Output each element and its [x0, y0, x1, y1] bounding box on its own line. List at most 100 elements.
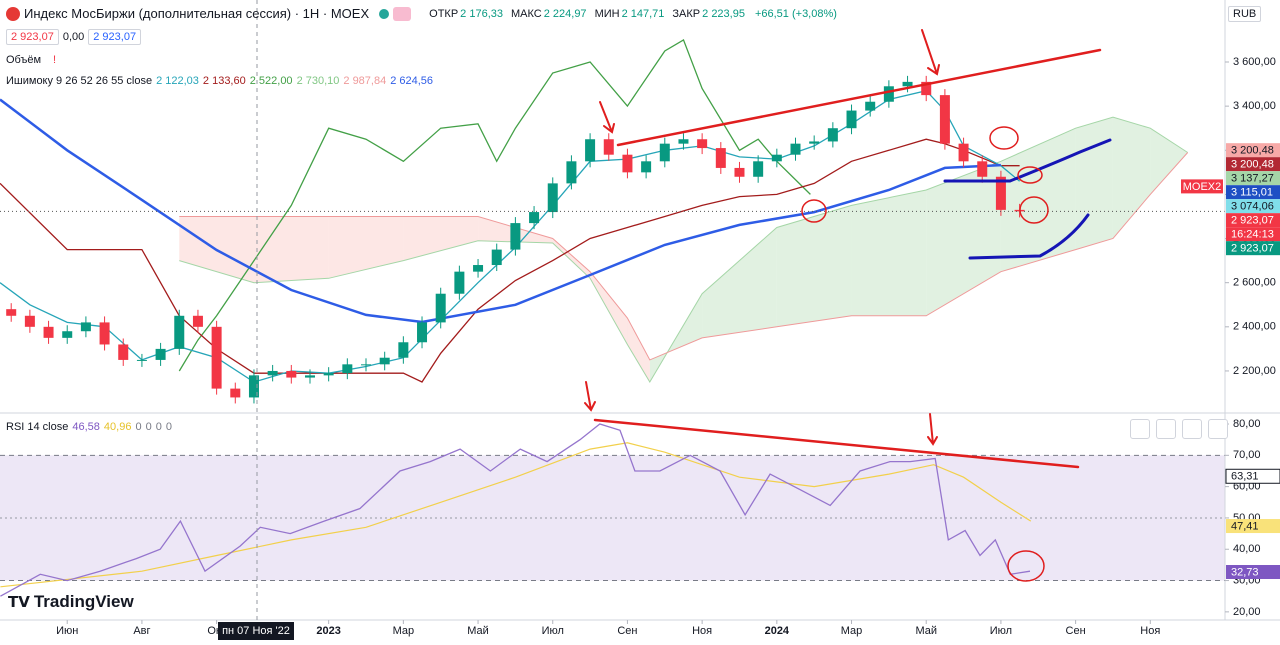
x-tick-label: Сен: [617, 625, 637, 637]
candle-body: [304, 375, 315, 378]
candle-body: [547, 183, 558, 213]
candle-body: [417, 322, 428, 343]
price-label-bg: [1226, 565, 1280, 580]
candle-body: [62, 331, 73, 338]
drawn-line: [968, 213, 1090, 260]
y-tick-label: 2 600,00: [1233, 277, 1276, 289]
price-label: 3 074,06: [1231, 201, 1274, 213]
crosshair-label: пн 07 Ноя '22: [222, 625, 290, 637]
ichimoku-label[interactable]: Ишимоку 9 26 52 26 55 close: [6, 75, 153, 87]
price-label-bg: [1226, 143, 1280, 158]
candle-body: [715, 148, 726, 168]
price-label-bg: [1226, 213, 1280, 228]
candle-body: [697, 139, 708, 149]
price-label: 3 137,27: [1231, 173, 1274, 185]
x-tick-label: Май: [467, 625, 489, 637]
ichimoku-value: 2 522,00: [249, 75, 293, 87]
candle-body: [323, 373, 334, 376]
x-tick-label: Ноя: [692, 625, 712, 637]
candle-body: [99, 322, 110, 345]
arrow: [921, 29, 940, 76]
arrow: [584, 381, 596, 412]
collapse[interactable]: [1208, 419, 1228, 439]
circle: [1019, 196, 1049, 224]
cloud-segment: [1000, 128, 1076, 272]
price-label: 47,41: [1231, 520, 1259, 532]
candle-body: [155, 348, 166, 360]
ichimoku-value: 2 122,03: [156, 75, 199, 87]
symbol-title[interactable]: Индекс МосБиржи (дополнительная сессия) …: [24, 6, 370, 21]
currency[interactable]: RUB: [1228, 6, 1262, 22]
ohlc-value: 2 223,95: [702, 7, 745, 20]
candle-body: [902, 81, 913, 87]
ichimoku-value: 2 987,84: [343, 75, 387, 87]
candle-body: [43, 326, 54, 338]
ohlc-value: 2 224,97: [543, 7, 587, 20]
rsi-value: 40,96: [103, 421, 132, 433]
candle-body: [174, 315, 185, 349]
ohlc-label: ЗАКР: [672, 7, 701, 20]
candle-body: [529, 212, 540, 224]
rsi-value: 0: [145, 421, 152, 433]
candle-body: [921, 81, 932, 96]
candle-body: [342, 364, 353, 374]
ichimoku-value: 2 730,10: [296, 75, 340, 87]
price-label: 63,31: [1231, 471, 1259, 483]
delete[interactable]: [1156, 419, 1176, 439]
legend-header: Индекс МосБиржи (дополнительная сессия) …: [6, 6, 837, 21]
candle-body: [734, 167, 745, 177]
cloud-segment: [1075, 117, 1113, 250]
trendline: [616, 48, 1102, 147]
y-tick-label: 80,00: [1233, 418, 1261, 430]
candle-body: [790, 143, 801, 155]
candle-body: [80, 322, 91, 332]
status-badge: [393, 6, 412, 21]
candle-body: [473, 265, 484, 272]
candle-body: [883, 86, 894, 102]
brand-logo: 𝗧𝗩: [8, 594, 30, 611]
y-tick-label: 20,00: [1233, 606, 1261, 618]
plot: [0, 38, 1225, 597]
candle-body: [771, 154, 782, 162]
price-label: 3 200,48: [1231, 145, 1274, 157]
arrow: [927, 413, 938, 446]
move-up[interactable]: [1130, 419, 1150, 439]
rsi-ma: [0, 442, 1032, 588]
cloud-segment: [403, 216, 479, 261]
candle-body: [809, 141, 820, 144]
candle-body: [286, 370, 297, 378]
candle-body: [678, 139, 689, 144]
price-label: 3 115,01: [1231, 187, 1273, 199]
change: +66,51 (+3,08%): [754, 7, 837, 20]
candle-body: [136, 359, 147, 361]
spread: 0,00: [62, 31, 85, 43]
cloud-segment: [1112, 117, 1151, 239]
candle-body: [361, 364, 372, 366]
candle-body: [641, 161, 652, 173]
cloud-segment: [627, 317, 650, 382]
sell-price[interactable]: 2 923,07: [6, 29, 59, 45]
candle-body: [865, 101, 876, 111]
rsi-legend: RSI 14 close 46,58 40,96 0 0 0 0: [6, 421, 172, 433]
x-tick-label: Ноя: [1140, 625, 1160, 637]
buy-price[interactable]: 2 923,07: [88, 29, 142, 45]
ichimoku-value: 2 624,56: [390, 75, 434, 87]
candle-body: [995, 176, 1006, 210]
price-label-bg: [1226, 227, 1280, 242]
cloud-segment: [851, 190, 927, 316]
candle-body: [435, 293, 446, 323]
price-label: 32,73: [1231, 566, 1259, 578]
rsi-value: 0: [155, 421, 162, 433]
rsi-label[interactable]: RSI 14 close: [6, 421, 69, 433]
ichimoku-legend: Ишимоку 9 26 52 26 55 close 2 122,03 2 13…: [6, 75, 433, 87]
drawings: [584, 29, 1112, 582]
cloud-segment: [552, 238, 591, 279]
trade-box: 2 923,07 0,00 2 923,07: [6, 29, 142, 45]
price-label: 2 923,07: [1231, 215, 1274, 227]
volume-label[interactable]: Объём: [6, 54, 42, 66]
price-label: 3 200,48: [1231, 159, 1274, 171]
symbol-label: MOEX2: [1183, 181, 1222, 193]
y-tick-label: 3 400,00: [1233, 100, 1276, 112]
maximize[interactable]: [1182, 419, 1202, 439]
